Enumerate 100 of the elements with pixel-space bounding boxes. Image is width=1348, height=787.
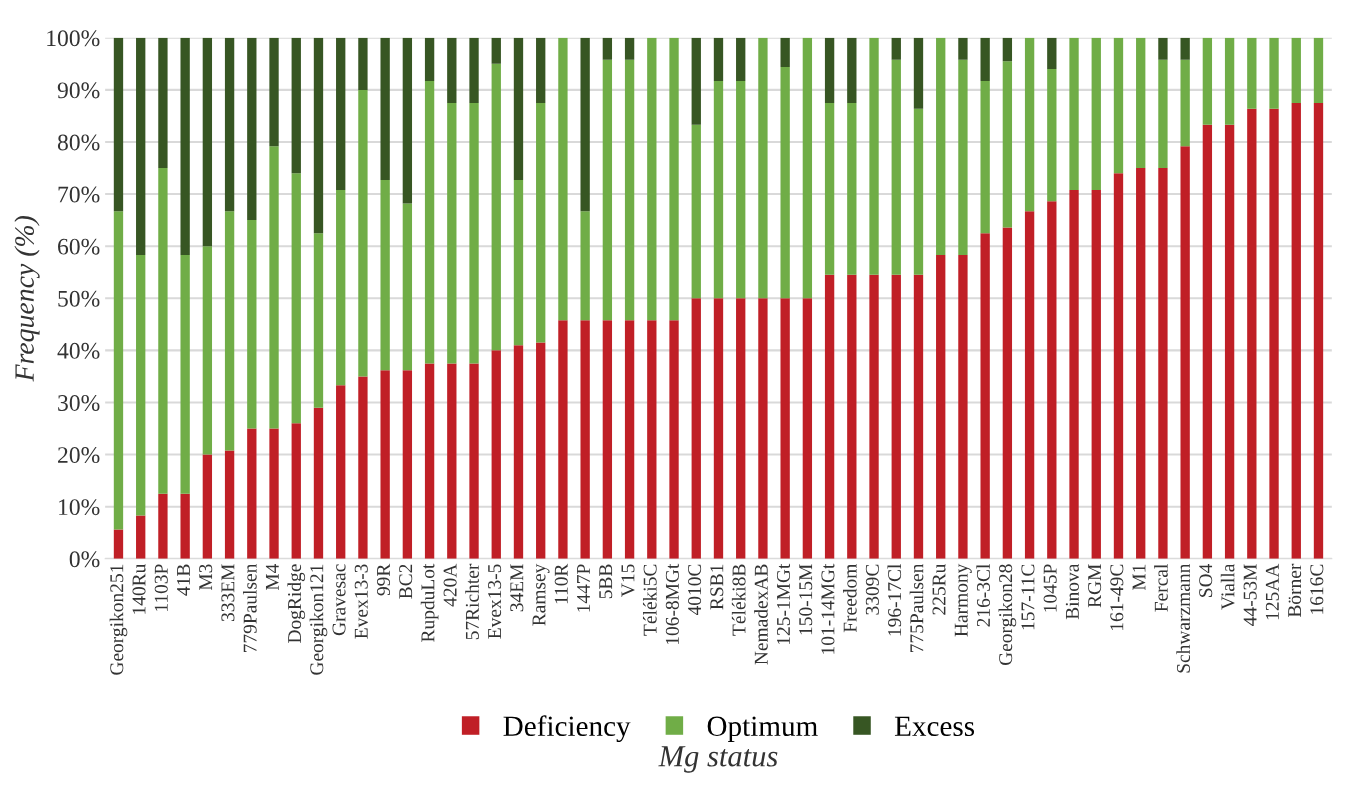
x-tick-label: 125AA: [1265, 563, 1279, 620]
bar: [891, 59, 901, 275]
bar: [713, 298, 724, 559]
bar: [580, 211, 590, 321]
bar: [1158, 168, 1168, 559]
y-axis-title: Frequency (%): [14, 215, 40, 382]
bar: [1136, 168, 1146, 559]
bar: [291, 37, 301, 174]
bar: [1002, 37, 1013, 62]
bar: [113, 211, 124, 530]
bar: [491, 63, 501, 351]
bar: [1069, 37, 1079, 190]
legend-label: Excess: [894, 716, 975, 737]
bar: [247, 428, 257, 559]
x-tick-label: SO4: [1199, 563, 1213, 597]
bar: [1313, 37, 1324, 103]
x-tick-label: M4: [265, 563, 279, 591]
x-tick-label: M1: [1132, 564, 1146, 591]
bar: [447, 102, 457, 364]
bar: [424, 363, 435, 559]
bar: [513, 37, 524, 181]
bar: [291, 173, 301, 424]
y-tick-label: 90%: [57, 82, 100, 99]
bar: [158, 168, 168, 494]
bar: [269, 146, 279, 429]
bar: [602, 320, 613, 559]
bar: [691, 37, 701, 125]
bar: [602, 37, 613, 60]
bar: [447, 37, 457, 103]
x-tick-label: Georgikon28: [998, 564, 1017, 666]
bar: [224, 211, 235, 451]
x-tick-label: 99R: [376, 563, 391, 596]
bar: [1180, 59, 1190, 147]
x-tick-label: 225Ru: [932, 563, 946, 615]
x-tick-label: RSB1: [710, 564, 724, 610]
bar: [847, 274, 857, 559]
bar: [1224, 37, 1235, 125]
x-tick-label: 196-17Cl: [887, 564, 902, 636]
x-tick-label: 157-11C: [1021, 564, 1035, 630]
bar: [1158, 59, 1168, 169]
x-tick-label: 44-53M: [1243, 564, 1257, 626]
x-tick-label: 5BB: [599, 564, 613, 599]
y-tick-label: 20%: [58, 447, 100, 464]
bar: [669, 320, 679, 559]
x-tick-label: NemadexAB: [754, 564, 768, 665]
bar: [113, 37, 124, 212]
bar: [691, 298, 701, 559]
bar: [491, 37, 501, 64]
x-tick-label: 140Ru: [132, 563, 146, 614]
x-tick-label: 57Richter: [465, 563, 479, 640]
bar: [424, 81, 435, 364]
bar: [758, 37, 768, 299]
bar: [158, 37, 168, 169]
bar: [847, 37, 857, 103]
bar: [647, 37, 657, 321]
x-tick-label: 1616C: [1310, 564, 1324, 614]
bar: [1291, 37, 1301, 103]
bar: [180, 493, 190, 559]
bar: [869, 37, 879, 275]
x-tick-label: Vialla: [1220, 563, 1235, 610]
y-tick-label: 60%: [58, 238, 100, 255]
bar: [1247, 37, 1257, 109]
bar: [936, 255, 946, 559]
bar: [402, 37, 413, 204]
x-tick-label: RGM: [1088, 564, 1102, 608]
bar: [1269, 108, 1279, 559]
bar: [824, 274, 835, 559]
bar: [980, 233, 990, 559]
bar: [447, 363, 457, 559]
y-tick-label: 70%: [58, 186, 100, 203]
y-tick-label: 80%: [57, 134, 100, 151]
x-tick-label: 41B: [176, 564, 190, 596]
bar: [1069, 189, 1079, 559]
bar: [1247, 108, 1257, 559]
bar: [358, 37, 368, 90]
bar: [1113, 37, 1124, 174]
x-tick-label: 110R: [554, 563, 568, 604]
x-tick-label: 106-8MGt: [665, 563, 679, 645]
bar: [1024, 37, 1035, 212]
x-tick-label: Ramsey: [532, 563, 550, 626]
bar: [536, 102, 546, 343]
y-tick-label: 30%: [58, 394, 100, 411]
bar: [913, 37, 924, 109]
x-tick-label: 779Paulsen: [243, 563, 257, 653]
bar: [202, 37, 213, 247]
bar: [980, 81, 990, 234]
bar: [736, 37, 746, 82]
bar: [824, 102, 835, 275]
x-tick-label: Fercal: [1154, 564, 1168, 612]
bar: [536, 342, 546, 559]
bar: [180, 255, 190, 494]
bar: [313, 233, 324, 408]
bar: [736, 81, 746, 299]
bar: [402, 370, 413, 559]
bar: [958, 255, 968, 559]
x-tick-label: 420A: [443, 563, 457, 607]
bar: [358, 376, 368, 559]
bar: [1202, 124, 1213, 559]
bar: [1002, 227, 1013, 559]
bar: [913, 274, 924, 559]
